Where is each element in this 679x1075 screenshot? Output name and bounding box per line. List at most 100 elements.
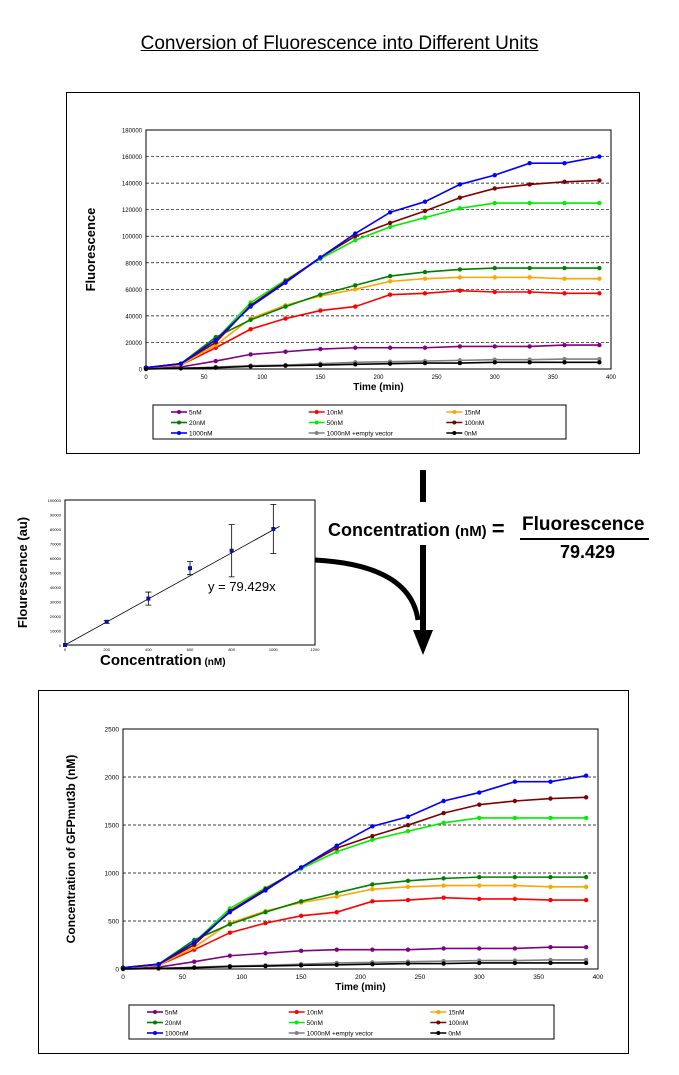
- legend-label: 0nM: [464, 431, 477, 438]
- data-point: [387, 345, 393, 350]
- fraction-bar: [520, 538, 649, 540]
- data-point: [188, 566, 192, 571]
- legend-marker: [294, 1010, 299, 1014]
- y-tick-label: 60000: [125, 288, 142, 294]
- data-point: [512, 798, 518, 804]
- x-tick-label: 0: [121, 974, 125, 981]
- data-point: [597, 154, 602, 159]
- legend-marker: [153, 1031, 157, 1035]
- data-point: [527, 160, 532, 166]
- data-point: [229, 548, 234, 553]
- y-tick-label: 2000: [105, 775, 120, 782]
- x-tick-label: 100: [236, 974, 247, 981]
- concentration-chart: 0 500 1000 1500 2000 2500 0 50 100 150 200 250 300 35…: [64, 727, 604, 1040]
- legend-label: 100nM: [464, 420, 484, 427]
- x-tick-label: 300: [474, 974, 485, 981]
- legend-marker: [153, 1020, 157, 1025]
- data-point: [492, 344, 497, 349]
- data-point: [457, 360, 463, 366]
- x-tick-label: 350: [533, 974, 544, 981]
- curved-connector: [314, 557, 421, 621]
- data-point: [227, 930, 233, 935]
- y-axis-label: Concentration of GFPmut3b (nM): [64, 755, 78, 944]
- legend-marker: [452, 431, 457, 435]
- x-tick-label: 200: [103, 647, 110, 652]
- series-line-20nM: [122, 876, 587, 969]
- data-point: [492, 360, 497, 365]
- data-point: [263, 909, 268, 915]
- data-point: [548, 884, 553, 890]
- data-point: [422, 345, 428, 350]
- data-point: [263, 920, 268, 926]
- data-point: [334, 890, 339, 896]
- data-point: [387, 220, 393, 226]
- y-axis-label: Fluorescence: [83, 208, 98, 292]
- series-line-10nM: [122, 896, 587, 969]
- y-tick-label: 160000: [122, 155, 143, 161]
- data-point: [512, 883, 518, 888]
- data-point: [583, 815, 589, 821]
- data-point: [548, 815, 553, 821]
- legend-marker: [177, 420, 181, 425]
- data-point: [548, 945, 553, 950]
- legend-marker: [314, 420, 319, 425]
- data-point: [562, 276, 567, 281]
- data-point: [583, 884, 589, 890]
- data-point: [263, 888, 268, 893]
- data-point: [370, 962, 375, 967]
- data-point: [477, 946, 482, 951]
- data-point: [512, 815, 518, 821]
- data-point: [248, 304, 253, 309]
- data-point: [318, 308, 323, 313]
- y-tick-label: 50000: [50, 571, 62, 576]
- legend-label: 5nM: [165, 1010, 178, 1017]
- y-tick-label: 70000: [50, 542, 62, 547]
- data-point: [492, 289, 497, 295]
- data-point: [227, 922, 233, 927]
- y-tick-label: 60000: [50, 556, 62, 561]
- data-point: [263, 951, 268, 956]
- data-point: [298, 865, 304, 870]
- fluorescence-chart: 0 20000 40000 60000 80000 100000 120000 140000 1…: [83, 129, 617, 440]
- data-point: [263, 963, 268, 969]
- data-point: [318, 346, 323, 352]
- y-tick-label: 10000: [50, 629, 62, 634]
- data-point: [334, 843, 339, 848]
- x-tick-label: 50: [179, 974, 187, 981]
- legend-marker: [436, 1031, 441, 1035]
- x-tick-label: 150: [296, 974, 307, 981]
- x-tick-label: 350: [548, 375, 559, 381]
- data-point: [192, 965, 197, 970]
- data-point: [457, 182, 463, 187]
- x-tick-label: 300: [490, 375, 501, 381]
- legend-marker: [436, 1010, 441, 1014]
- x-tick-label: 1200: [311, 647, 321, 652]
- data-point: [370, 882, 375, 887]
- data-point: [192, 940, 197, 945]
- series-line-10nM: [145, 289, 600, 369]
- data-point: [492, 275, 497, 280]
- data-point: [583, 960, 589, 966]
- trendline: [64, 526, 280, 646]
- data-point: [422, 215, 428, 220]
- data-point: [146, 596, 151, 601]
- legend-label: 15nM: [448, 1010, 464, 1017]
- data-point: [583, 945, 589, 950]
- legend-label: 0nM: [448, 1031, 461, 1038]
- data-point: [477, 896, 482, 902]
- data-point: [213, 358, 218, 364]
- equation-left: Concentration (nM) =: [328, 516, 505, 542]
- data-point: [178, 361, 184, 366]
- data-point: [156, 966, 161, 971]
- x-tick-label: 250: [414, 974, 425, 981]
- x-tick-label: 150: [315, 375, 326, 381]
- x-tick-label: 0: [144, 375, 148, 381]
- data-point: [492, 172, 497, 178]
- legend-marker: [452, 420, 457, 425]
- data-point: [512, 779, 518, 784]
- data-point: [422, 208, 428, 214]
- data-point: [353, 362, 358, 367]
- y-tick-label: 0: [59, 643, 62, 648]
- data-point: [583, 897, 589, 903]
- arrow-stem: [420, 545, 426, 635]
